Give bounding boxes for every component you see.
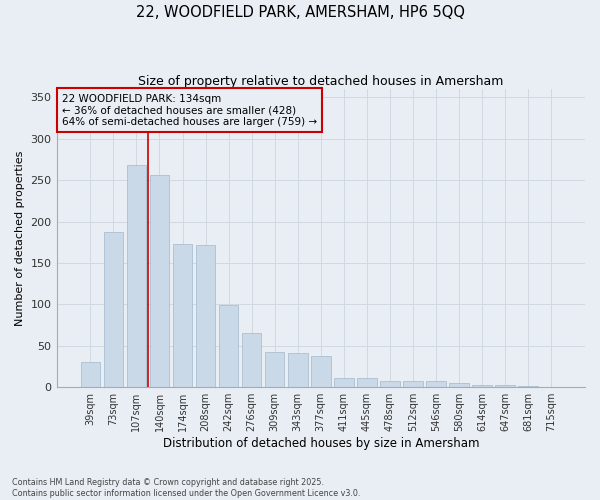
Bar (496, 384, 515, 387)
Bar (265, 352, 284, 387)
Bar (196, 245, 215, 387)
Bar (472, 384, 492, 387)
Bar (104, 232, 123, 387)
Bar (149, 176, 169, 387)
Bar (288, 354, 308, 387)
Bar (357, 378, 377, 387)
Title: Size of property relative to detached houses in Amersham: Size of property relative to detached ho… (138, 75, 503, 88)
Bar (127, 166, 146, 387)
Bar (334, 378, 353, 387)
Bar (242, 334, 262, 387)
Bar (426, 382, 446, 387)
Bar (80, 362, 100, 387)
Bar (173, 244, 193, 387)
Bar (219, 305, 238, 387)
Text: 22, WOODFIELD PARK, AMERSHAM, HP6 5QQ: 22, WOODFIELD PARK, AMERSHAM, HP6 5QQ (136, 5, 464, 20)
Text: Contains HM Land Registry data © Crown copyright and database right 2025.
Contai: Contains HM Land Registry data © Crown c… (12, 478, 361, 498)
Bar (403, 382, 423, 387)
Y-axis label: Number of detached properties: Number of detached properties (15, 150, 25, 326)
Text: 22 WOODFIELD PARK: 134sqm
← 36% of detached houses are smaller (428)
64% of semi: 22 WOODFIELD PARK: 134sqm ← 36% of detac… (62, 94, 317, 127)
Bar (449, 383, 469, 387)
Bar (311, 356, 331, 387)
X-axis label: Distribution of detached houses by size in Amersham: Distribution of detached houses by size … (163, 437, 479, 450)
Bar (380, 380, 400, 387)
Bar (518, 386, 538, 387)
